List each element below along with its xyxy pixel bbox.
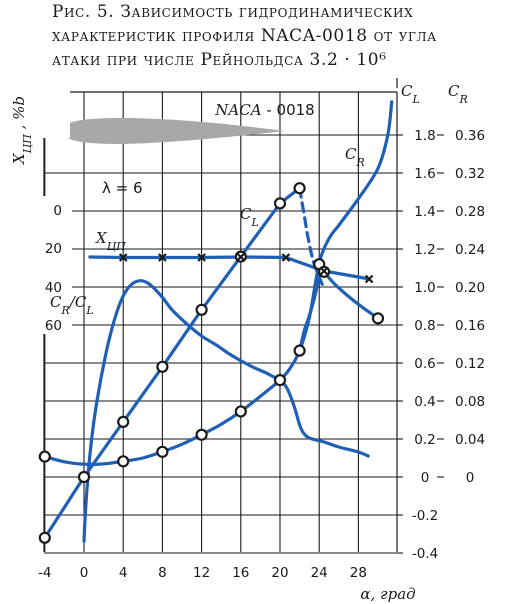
curve-label-cl: CL <box>240 205 259 229</box>
data-point-marker <box>195 303 208 316</box>
cl-tick-label: 0.8 <box>414 318 435 334</box>
x-axis-title: α, град <box>360 585 415 603</box>
cr-tick-label: 0 <box>466 470 475 486</box>
xcp-tick-label: 60 <box>45 318 62 334</box>
xcp-cross-marker <box>158 253 167 262</box>
xcp-cross-marker <box>197 253 206 262</box>
aspect-ratio-label: λ = 6 <box>102 179 143 197</box>
data-point-marker <box>117 415 130 428</box>
cr-axis-title: CR <box>448 82 468 106</box>
airfoil-profile-shape <box>62 118 285 144</box>
caption-line-3: атаки при числе Рейнольдса 3.2 · 10⁶ <box>52 50 387 70</box>
x-tick-label: 24 <box>311 565 328 581</box>
xcp-axis-title: XЦП , %b <box>10 96 34 165</box>
x-tick-label: 16 <box>232 565 249 581</box>
x-tick-label: 12 <box>193 565 210 581</box>
cl-tick-label: 0.2 <box>414 432 435 448</box>
data-point-marker <box>195 428 208 441</box>
markers-group <box>38 182 385 544</box>
data-point-marker <box>273 197 287 210</box>
cl-tick-label: 1.6 <box>414 166 435 182</box>
data-point-marker <box>371 312 385 325</box>
curves-group <box>43 100 394 543</box>
x-tick-label: 4 <box>119 565 128 581</box>
cl-tick-label: -0.2 <box>412 508 438 524</box>
xcp-tick-label: 0 <box>53 203 62 219</box>
cl-tick-label: 1.2 <box>414 242 435 258</box>
labels-group: -4 0 4 8 12 16 20 24 28 1.8 1.6 1.4 1.2 1.0 0.8 0.6 0.4 0… <box>10 82 485 603</box>
x-tick-label: -4 <box>38 565 51 581</box>
data-point-marker <box>38 450 51 463</box>
data-point-marker <box>156 445 169 458</box>
x-tick-label: 8 <box>158 565 167 581</box>
data-point-marker <box>77 470 91 484</box>
cr-tick-label: 0.04 <box>455 432 485 448</box>
cl-tick-label: 1.8 <box>414 128 435 144</box>
data-point-marker <box>38 531 51 544</box>
cl-tick-label: 1.4 <box>414 204 435 220</box>
x-tick-label: 20 <box>271 565 288 581</box>
xcp-tick-background <box>30 196 72 334</box>
x-tick-label: 0 <box>80 565 89 581</box>
cl-axis-title: CL <box>401 82 420 106</box>
cr-tick-label: 0.20 <box>455 280 485 296</box>
cl-tick-label: 0 <box>421 470 430 486</box>
profile-label: NACA - 0018 <box>214 101 314 119</box>
xcp-cross-marker <box>236 252 246 262</box>
xcp-tick-label: 40 <box>45 280 62 296</box>
caption-line-1: Рис. 5. Зависимость гидродинамических <box>52 2 414 22</box>
xcp-cross-marker <box>319 266 329 276</box>
cr-tick-label: 0.24 <box>455 242 485 258</box>
xcp-tick-label: 20 <box>45 241 62 257</box>
data-point-marker <box>293 344 306 357</box>
xcp-cross-marker <box>118 253 128 262</box>
x-tick-label: 28 <box>350 565 367 581</box>
cr-tick-label: 0.16 <box>455 318 485 334</box>
series-line-0 <box>43 186 302 540</box>
xcp-cross-marker <box>364 274 374 284</box>
xcp-cross-marker <box>281 253 291 262</box>
cl-tick-label: -0.4 <box>412 546 438 562</box>
xcp-label-background <box>30 82 70 138</box>
cr-tick-label: 0.32 <box>455 166 485 182</box>
cr-tick-label: 0.36 <box>455 128 485 144</box>
figure-caption: Рис. 5. Зависимость гидродинамических ха… <box>0 0 512 80</box>
data-point-marker <box>117 455 130 468</box>
cr-tick-label: 0.12 <box>455 356 485 372</box>
curve-label-cr-cl: CR/CL <box>50 293 94 317</box>
data-point-marker <box>234 405 247 418</box>
cl-tick-label: 0.6 <box>414 356 435 372</box>
curve-label-cr: CR <box>345 145 365 169</box>
data-point-marker <box>273 374 287 387</box>
cr-tick-label: 0.08 <box>455 394 485 410</box>
data-point-marker <box>156 360 169 373</box>
curve-label-xcp: XЦП <box>95 229 126 253</box>
series-line-1 <box>298 186 326 291</box>
cr-tick-label: 0.28 <box>455 204 485 220</box>
series-line-4 <box>82 279 370 543</box>
cl-tick-label: 0.4 <box>414 394 435 410</box>
caption-line-2: характеристик профиля NACA-0018 от угла <box>52 26 437 46</box>
axes-group <box>30 78 444 554</box>
cl-tick-label: 1.0 <box>414 280 435 296</box>
data-point-marker <box>293 182 306 195</box>
